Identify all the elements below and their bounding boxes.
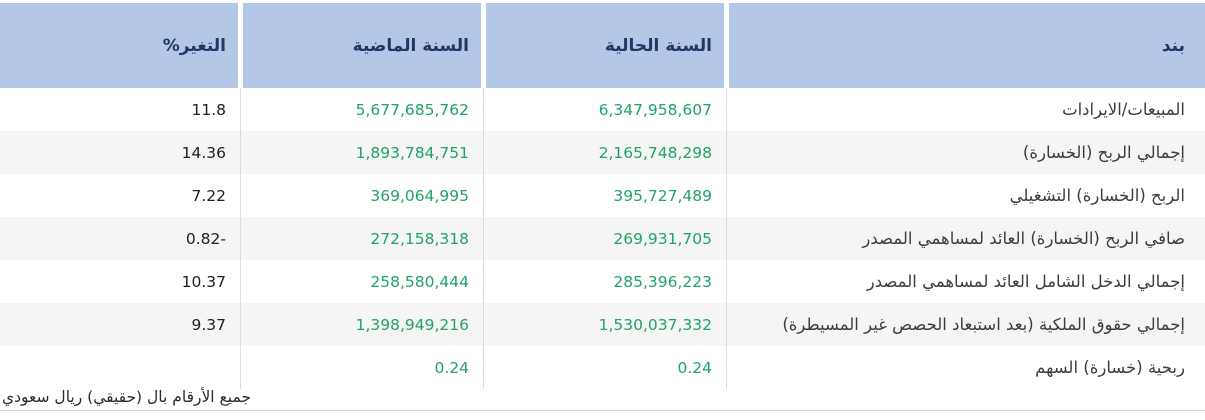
column-header-current-year: السنة الحالية [486,3,724,88]
current-year-value: 2,165,748,298 [598,143,712,162]
current-year-value: 0.24 [677,358,712,377]
table-row-gross-profit: إجمالي الربح (الخسارة) 2,165,748,298 1,8… [0,131,1205,174]
change-pct-value: 11.8 [191,100,226,119]
previous-year-value: 5,677,685,762 [355,100,469,119]
column-header-previous-year: السنة الماضية [243,3,481,88]
column-divider [726,88,727,389]
current-year-value: 395,727,489 [613,186,712,205]
item-label: إجمالي الدخل الشامل العائد لمساهمي المصد… [866,272,1185,291]
column-divider [483,88,484,389]
previous-year-value: 0.24 [434,358,469,377]
table-row-operating-profit: الربح (الخسارة) التشغيلي 395,727,489 369… [0,174,1205,217]
table-row-comprehensive-income: إجمالي الدخل الشامل العائد لمساهمي المصد… [0,260,1205,303]
table-row-net-profit: صافي الربح (الخسارة) العائد لمساهمي المص… [0,217,1205,260]
change-pct-value: 10.37 [181,272,226,291]
table-body: المبيعات/الايرادات 6,347,958,607 5,677,6… [0,88,1205,389]
previous-year-value: 272,158,318 [370,229,469,248]
column-divider [240,88,241,389]
item-label: إجمالي الربح (الخسارة) [1022,143,1185,162]
currency-note: جميع الأرقام بال (حقيقي) ريال سعودي [2,388,252,406]
change-pct-value: -0.82 [185,229,226,248]
change-pct-value: 9.37 [191,315,226,334]
current-year-value: 1,530,037,332 [598,315,712,334]
change-pct-value: 14.36 [181,143,226,162]
change-pct-value: 7.22 [191,186,226,205]
column-header-change-pct: التغير% [0,3,238,88]
table-row-total-equity: إجمالي حقوق الملكية (بعد استبعاد الحصص غ… [0,303,1205,346]
current-year-value: 6,347,958,607 [598,100,712,119]
table-header-row: بند السنة الحالية السنة الماضية التغير% [0,3,1205,88]
previous-year-value: 1,893,784,751 [355,143,469,162]
previous-year-value: 369,064,995 [370,186,469,205]
current-year-value: 285,396,223 [613,272,712,291]
financial-summary-table: بند السنة الحالية السنة الماضية التغير% … [0,3,1205,389]
column-header-item: بند [729,3,1205,88]
table-row-sales-revenues: المبيعات/الايرادات 6,347,958,607 5,677,6… [0,88,1205,131]
item-label: الربح (الخسارة) التشغيلي [1009,186,1185,205]
current-year-value: 269,931,705 [613,229,712,248]
item-label: المبيعات/الايرادات [1062,100,1185,119]
item-label: إجمالي حقوق الملكية (بعد استبعاد الحصص غ… [782,315,1185,334]
previous-year-value: 1,398,949,216 [355,315,469,334]
item-label: ربحية (خسارة) السهم [1035,358,1185,377]
table-row-earnings-per-share: ربحية (خسارة) السهم 0.24 0.24 [0,346,1205,389]
bottom-divider [0,410,1205,411]
previous-year-value: 258,580,444 [370,272,469,291]
item-label: صافي الربح (الخسارة) العائد لمساهمي المص… [862,229,1185,248]
